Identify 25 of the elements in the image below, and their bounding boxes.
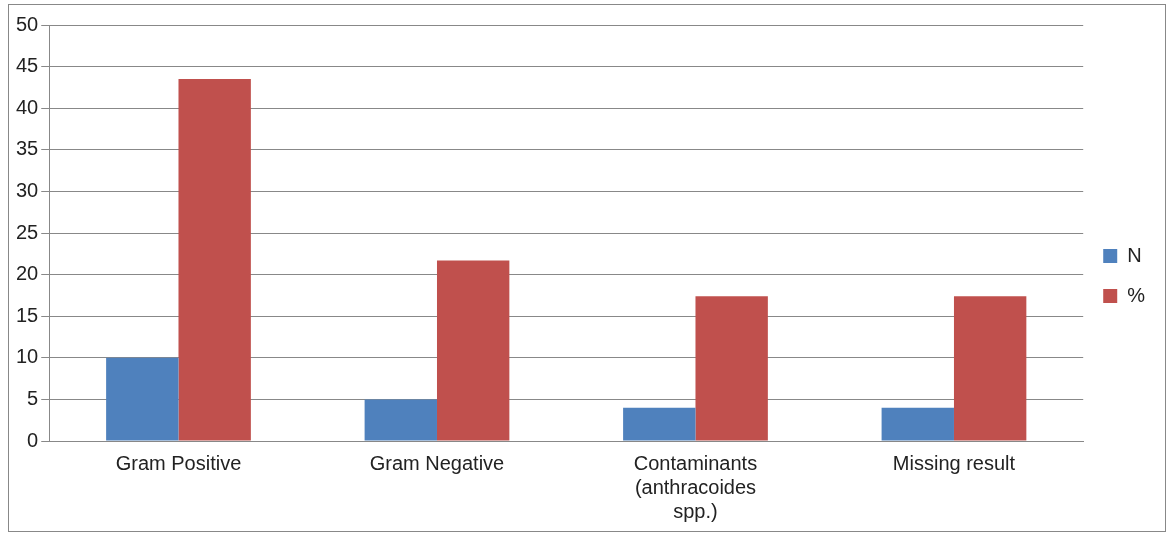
bar [436,260,510,441]
x-tick-label: Gram Negative [369,451,505,474]
bar [106,357,179,441]
bar [695,296,768,441]
x-tick-label: Gram Positive [115,451,242,474]
bar [364,399,437,441]
y-tick-label: 15 [16,303,39,326]
y-tick-label: 5 [27,386,39,409]
legend-label: % [1127,283,1146,306]
y-tick-label: 25 [16,220,39,243]
y-tick-label: 40 [16,95,39,118]
y-tick-label: 20 [16,262,39,285]
bar [881,407,954,441]
y-tick-label: 50 [16,12,39,35]
bar [178,79,251,441]
legend-label: N [1127,243,1142,266]
bar [953,296,1027,441]
y-tick-label: 10 [16,345,39,368]
bar [623,407,696,441]
x-tick-label: Missing result [892,451,1016,474]
x-tick-label: Contaminants (anthracoides spp.) [633,451,758,522]
y-tick-label: 45 [16,54,39,77]
y-tick-label: 30 [16,178,39,201]
y-tick-label: 0 [27,428,39,451]
y-tick-label: 35 [16,137,39,160]
